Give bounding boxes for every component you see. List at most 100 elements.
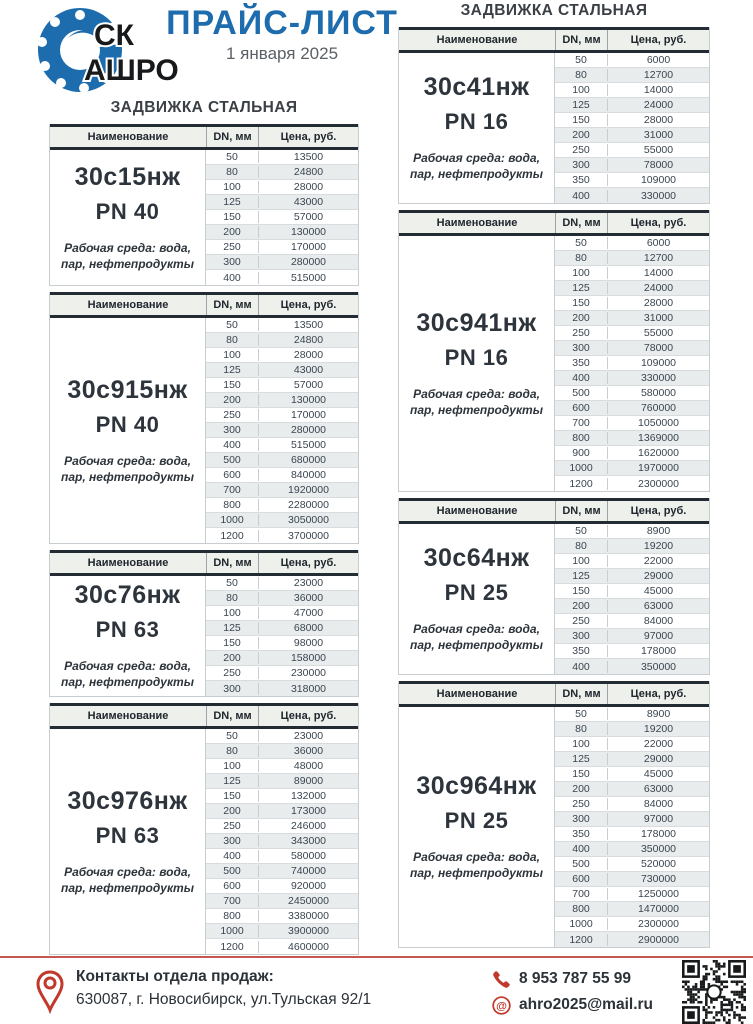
- price-value: 740000: [290, 865, 327, 877]
- price-value: 178000: [640, 828, 677, 840]
- table-row: 200 31000: [555, 311, 709, 326]
- dn-value: 400: [206, 850, 259, 862]
- price-table: Наименование DN, мм Цена, руб. 30с76нж PN 63…: [49, 550, 359, 697]
- price-value: 24000: [643, 99, 674, 111]
- price-value: 97000: [643, 813, 674, 825]
- price-value: 78000: [643, 342, 674, 354]
- table-row: 300 280000: [206, 423, 358, 438]
- price-value: 580000: [290, 850, 327, 862]
- dn-value: 700: [206, 484, 259, 496]
- col-header-name: Наименование: [436, 688, 518, 700]
- dn-value: 1000: [555, 918, 608, 930]
- location-pin-icon: [36, 970, 64, 1014]
- product-name: 30с64нж: [423, 544, 530, 573]
- footer-email[interactable]: ahro2025@mail.ru: [519, 996, 654, 1013]
- table-row: 150 28000: [555, 113, 709, 128]
- dn-value: 600: [206, 469, 259, 481]
- dn-value: 125: [555, 753, 608, 765]
- table-row: 200 130000: [206, 225, 358, 240]
- dn-value: 125: [555, 99, 608, 111]
- col-header-price: Цена, руб.: [630, 505, 687, 517]
- table-row: 100 14000: [555, 83, 709, 98]
- table-row: 350 178000: [555, 827, 709, 842]
- price-value: 130000: [290, 226, 327, 238]
- table-row: 80 36000: [206, 591, 358, 606]
- dn-value: 350: [555, 357, 608, 369]
- page-date: 1 января 2025: [225, 43, 339, 63]
- table-row: 1000 3050000: [206, 513, 358, 528]
- price-value: 330000: [640, 189, 677, 202]
- price-value: 24800: [293, 166, 324, 178]
- price-value: 43000: [293, 364, 324, 376]
- dn-value: 250: [206, 667, 259, 679]
- product-cell: 30с915нж PN 40 Рабочая среда: вода, пар, н…: [50, 318, 206, 543]
- dn-value: 80: [206, 166, 259, 178]
- table-row: 700 1920000: [206, 483, 358, 498]
- col-header-price: Цена, руб.: [630, 34, 687, 46]
- price-value: 170000: [290, 241, 327, 253]
- table-row: 125 89000: [206, 774, 358, 789]
- price-value: 1050000: [638, 417, 679, 429]
- dn-value: 300: [555, 630, 608, 642]
- dn-value: 700: [555, 417, 608, 429]
- dn-value: 125: [206, 775, 259, 787]
- svg-text:@: @: [496, 1000, 507, 1012]
- product-name: 30с976нж: [67, 786, 188, 815]
- table-row: 900 1620000: [555, 446, 709, 461]
- footer-phone[interactable]: 8 953 787 55 99: [519, 970, 632, 987]
- dn-value: 500: [555, 858, 608, 870]
- price-value: 130000: [290, 394, 327, 406]
- price-value: 3900000: [288, 925, 329, 937]
- table-row: 50 6000: [555, 236, 709, 251]
- table-row: 500 520000: [555, 857, 709, 872]
- price-value: 22000: [643, 555, 674, 567]
- product-cell: 30с15нж PN 40 Рабочая среда: вода, пар, не…: [50, 150, 206, 285]
- dn-value: 80: [206, 334, 259, 346]
- price-value: 29000: [643, 753, 674, 765]
- product-cell: 30с941нж PN 16 Рабочая среда: вода, пар, н…: [399, 236, 555, 491]
- table-row: 800 3380000: [206, 909, 358, 924]
- price-value: 28000: [643, 114, 674, 126]
- price-table: Наименование DN, мм Цена, руб. 30с15нж PN 40…: [49, 124, 359, 286]
- price-value: 158000: [290, 652, 327, 664]
- table-row: 250 230000: [206, 666, 358, 681]
- price-value: 19200: [643, 723, 674, 735]
- table-row: 500 580000: [555, 386, 709, 401]
- price-value: 23000: [293, 730, 324, 742]
- table-row: 200 130000: [206, 393, 358, 408]
- table-row: 50 8900: [555, 707, 709, 722]
- dn-value: 700: [555, 888, 608, 900]
- price-value: 230000: [290, 667, 327, 679]
- table-body: 30с915нж PN 40 Рабочая среда: вода, пар, н…: [50, 318, 358, 543]
- price-rows: 50 23000 80 36000 100 48000 125 89000 150 132000 2…: [206, 729, 358, 954]
- phone-icon: [493, 970, 510, 988]
- table-row: 400 330000: [555, 188, 709, 203]
- price-value: 43000: [293, 196, 324, 208]
- table-row: 800 1369000: [555, 431, 709, 446]
- col-header-dn: DN, мм: [206, 127, 259, 147]
- dn-value: 80: [555, 540, 608, 552]
- price-value: 36000: [293, 745, 324, 757]
- table-row: 350 109000: [555, 356, 709, 371]
- col-header-price: Цена, руб.: [280, 299, 337, 311]
- page-title: ПРАЙС-ЛИСТ: [166, 4, 398, 42]
- product-cell: 30с76нж PN 63 Рабочая среда: вода, пар, не…: [50, 576, 206, 696]
- table-row: 250 84000: [555, 797, 709, 812]
- price-value: 2300000: [638, 477, 679, 490]
- col-header-dn: DN, мм: [555, 684, 608, 704]
- table-header-row: Наименование DN, мм Цена, руб.: [50, 292, 358, 318]
- product-pn: PN 25: [444, 580, 509, 606]
- table-row: 100 14000: [555, 266, 709, 281]
- dn-value: 150: [206, 379, 259, 391]
- company-logo: СК АШРО: [28, 2, 181, 98]
- product-pn: PN 16: [444, 344, 509, 370]
- col-header-dn: DN, мм: [206, 295, 259, 315]
- dn-value: 250: [206, 241, 259, 253]
- dn-value: 300: [206, 424, 259, 436]
- table-row: 250 55000: [555, 143, 709, 158]
- price-value: 520000: [640, 858, 677, 870]
- table-body: 30с15нж PN 40 Рабочая среда: вода, пар, не…: [50, 150, 358, 285]
- product-name: 30с15нж: [74, 162, 181, 191]
- price-value: 3700000: [288, 529, 329, 542]
- dn-value: 300: [206, 256, 259, 268]
